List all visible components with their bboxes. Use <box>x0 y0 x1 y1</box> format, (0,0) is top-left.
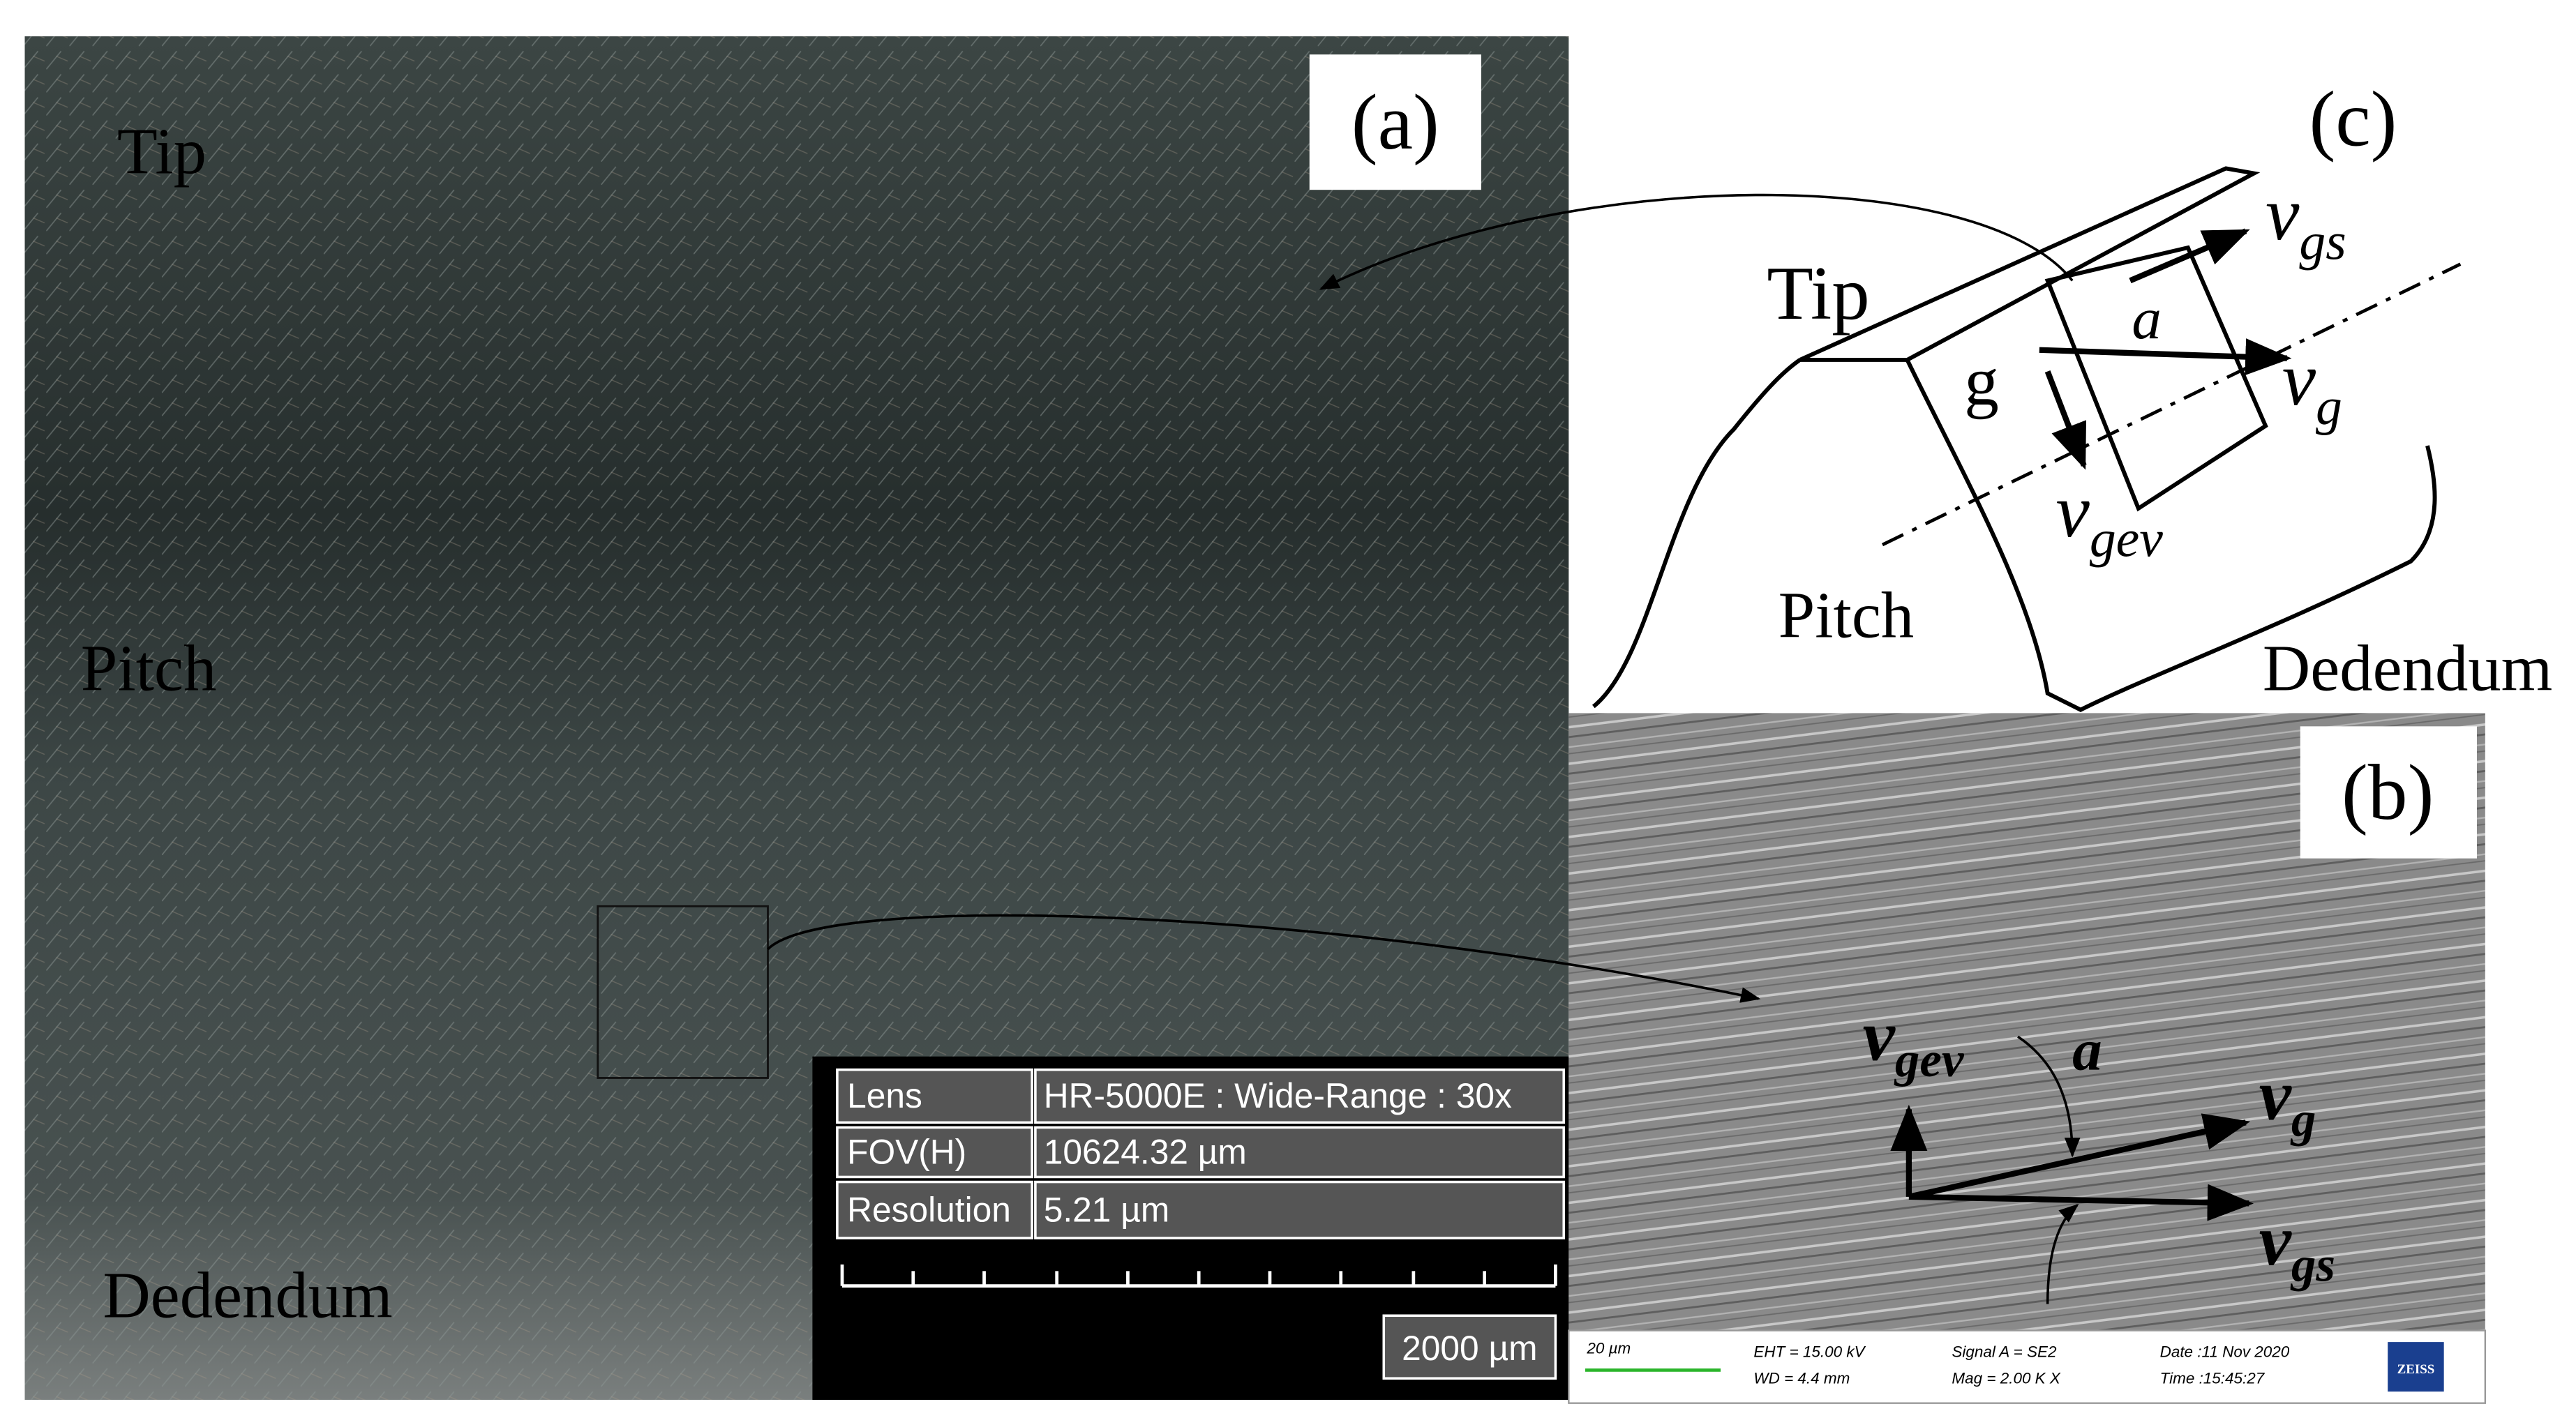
arrow <box>1908 1113 2251 1200</box>
arrow <box>2039 338 2292 376</box>
cell <box>836 1180 1033 1239</box>
callout-arrow <box>767 914 1761 1003</box>
table-cell: HR-5000E : Wide-Range : 30x <box>1044 1076 1512 1115</box>
angle-arc <box>2017 1035 2081 1158</box>
table-cell: Lens <box>847 1076 922 1115</box>
region-label: Pitch <box>81 632 217 704</box>
symbol: v <box>2056 469 2090 553</box>
subscript: gs <box>2290 1238 2335 1292</box>
vector-label: vgs <box>2259 1200 2335 1292</box>
tooth-outline <box>1592 358 1802 709</box>
panel-b: (b) vgev a vg vgs 20 µm EHT = 15.00 kV W… <box>1568 713 2487 1404</box>
footer-text: 20 µm <box>1586 1340 1631 1357</box>
label-box <box>1309 54 1481 190</box>
arrow <box>2044 370 2087 470</box>
vector-label: vgev <box>1863 995 1965 1087</box>
symbol: v <box>2259 1055 2293 1136</box>
footer-text: Signal A = SE2 <box>1952 1343 2057 1360</box>
panel-label: (b) <box>2342 748 2434 836</box>
subscript: g <box>2290 1092 2316 1147</box>
pitch-line <box>1881 262 2462 547</box>
tooth-flank <box>1905 359 2437 712</box>
region-label: Pitch <box>1779 580 1915 652</box>
scale-label: 2000 µm <box>1402 1329 1537 1368</box>
subscript: gs <box>2299 213 2346 271</box>
scale-ruler <box>840 1264 1557 1288</box>
subscript: g <box>2316 378 2342 436</box>
angle-arc <box>2046 1203 2079 1304</box>
callout-arrow <box>1319 193 2074 290</box>
logo-text: ZEISS <box>2397 1362 2435 1377</box>
panel-label: (c) <box>2309 75 2397 163</box>
table-cell: 5.21 µm <box>1044 1190 1170 1229</box>
scale-box <box>1382 1314 1557 1380</box>
cell <box>836 1068 1033 1124</box>
arrow <box>2129 228 2250 284</box>
sem-footer <box>1568 1329 2487 1404</box>
angle-label: a <box>2132 286 2162 352</box>
panel-c <box>767 166 2462 1003</box>
angle-label: a <box>2072 1018 2102 1083</box>
vector-label: vg <box>2282 337 2342 436</box>
panel-label: (a) <box>1351 78 1439 166</box>
symbol: v <box>2282 337 2316 421</box>
logo <box>2388 1342 2444 1392</box>
table-cell: 10624.32 µm <box>1044 1133 1247 1172</box>
vector-label: vg <box>2259 1055 2316 1147</box>
vector-label: vgs <box>2266 172 2346 271</box>
panel-a: (a) Tip Pitch Dedendum Lens HR-5000E : W… <box>24 36 1569 1400</box>
footer-text: EHT = 15.00 kV <box>1753 1343 1866 1360</box>
cell <box>836 1126 1033 1179</box>
symbol: v <box>1863 995 1896 1076</box>
footer-text: Mag = 2.00 K X <box>1952 1369 2061 1387</box>
footer-text: WD = 4.4 mm <box>1753 1369 1850 1387</box>
label-box <box>2300 726 2477 859</box>
symbol: v <box>2259 1200 2293 1281</box>
subscript: gev <box>2090 511 2163 568</box>
subscript: gev <box>1894 1033 1965 1087</box>
vector-label: vgev <box>2056 469 2164 568</box>
region-label: Dedendum <box>103 1260 392 1332</box>
table-cell: FOV(H) <box>847 1133 966 1172</box>
cell <box>1034 1126 1566 1179</box>
region-label: Tip <box>1767 251 1869 335</box>
footer-text: Date :11 Nov 2020 <box>2160 1343 2290 1360</box>
cell <box>1034 1180 1566 1239</box>
tooth-tip <box>1799 166 2261 362</box>
arrow <box>1908 1184 2254 1221</box>
region-label: Tip <box>117 116 207 188</box>
footer-text: Time :15:45:27 <box>2160 1369 2266 1387</box>
region-label: Dedendum <box>2263 632 2552 704</box>
symbol: v <box>2266 172 2300 256</box>
table-cell: Resolution <box>847 1190 1011 1229</box>
cell <box>1034 1068 1566 1124</box>
contact-patch <box>2044 245 2268 512</box>
direction-label: g <box>1964 343 1999 420</box>
zoom-box <box>597 905 769 1079</box>
